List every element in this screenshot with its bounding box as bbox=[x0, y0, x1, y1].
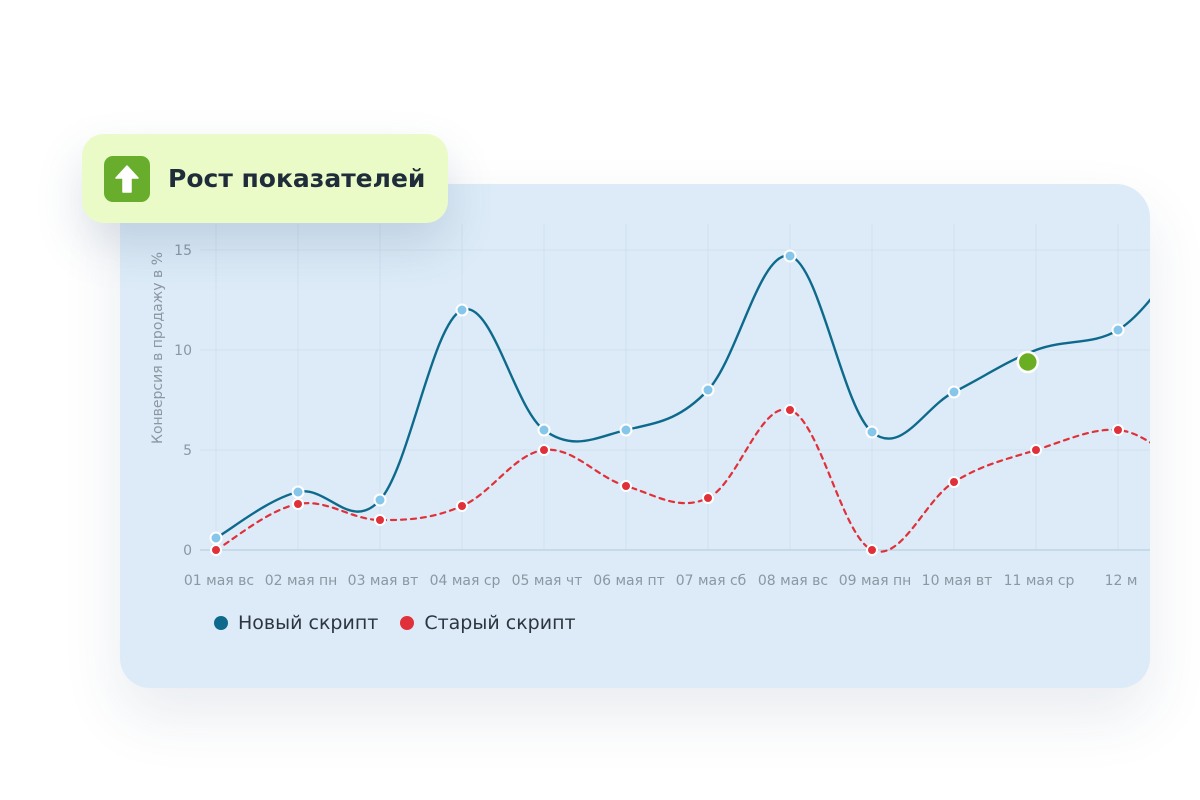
growth-badge: Рост показателей bbox=[82, 134, 448, 223]
y-tick-label: 0 bbox=[183, 543, 192, 559]
y-tick-label: 15 bbox=[174, 243, 192, 259]
data-point-new-script[interactable] bbox=[455, 303, 469, 317]
grid bbox=[200, 224, 1150, 551]
x-tick-label: 01 мая вс bbox=[184, 573, 254, 589]
x-tick-label: 05 мая чт bbox=[512, 573, 583, 589]
highlight-point[interactable] bbox=[1016, 350, 1040, 374]
data-point-new-script[interactable] bbox=[291, 485, 305, 499]
data-point-old-script[interactable] bbox=[620, 480, 632, 492]
data-point-new-script[interactable] bbox=[783, 249, 797, 263]
data-point-old-script[interactable] bbox=[292, 498, 304, 510]
y-tick-label: 5 bbox=[183, 443, 192, 459]
legend-item-new-script[interactable]: Новый скрипт bbox=[214, 612, 378, 634]
legend-item-old-script[interactable]: Старый скрипт bbox=[400, 612, 576, 634]
data-point-new-script[interactable] bbox=[1111, 323, 1125, 337]
data-point-old-script[interactable] bbox=[1030, 444, 1042, 456]
axes: 0 5 10 15 01 мая вс 02 мая пн 03 мая вт 04 мая … bbox=[174, 243, 1137, 589]
x-tick-label: 03 мая вт bbox=[348, 573, 419, 589]
x-tick-label: 02 мая пн bbox=[265, 573, 338, 589]
x-tick-label: 09 мая пн bbox=[839, 573, 912, 589]
data-point-old-script[interactable] bbox=[866, 544, 878, 556]
badge-title: Рост показателей bbox=[168, 164, 426, 193]
data-point-old-script[interactable] bbox=[1112, 424, 1124, 436]
data-point-old-script[interactable] bbox=[456, 500, 468, 512]
arrow-up-icon bbox=[104, 155, 150, 202]
legend-marker bbox=[214, 616, 228, 630]
data-point-new-script[interactable] bbox=[947, 385, 961, 399]
data-point-new-script[interactable] bbox=[537, 423, 551, 437]
x-tick-label: 10 мая вт bbox=[922, 573, 993, 589]
series-line-old-script bbox=[214, 408, 1150, 553]
x-tick-label: 08 мая вс bbox=[758, 573, 828, 589]
legend-label: Новый скрипт bbox=[238, 612, 379, 634]
data-point-old-script[interactable] bbox=[784, 404, 796, 416]
data-point-old-script[interactable] bbox=[948, 476, 960, 488]
line-chart: 0 5 10 15 01 мая вс 02 мая пн 03 мая вт 04 мая … bbox=[150, 224, 1150, 589]
x-tick-label: 11 мая ср bbox=[1004, 573, 1075, 589]
data-point-new-script[interactable] bbox=[865, 425, 879, 439]
data-point-old-script[interactable] bbox=[702, 492, 714, 504]
data-point-old-script[interactable] bbox=[538, 444, 550, 456]
data-point-old-script[interactable] bbox=[210, 544, 222, 556]
x-tick-label: 07 мая сб bbox=[676, 573, 747, 589]
legend-marker bbox=[400, 616, 415, 630]
data-point-new-script[interactable] bbox=[701, 383, 715, 397]
x-tick-label: 06 мая пт bbox=[593, 573, 665, 589]
series-line-new-script bbox=[214, 254, 1150, 540]
y-tick-label: 10 bbox=[174, 343, 192, 359]
chart-card: 0 5 10 15 01 мая вс 02 мая пн 03 мая вт 04 мая … bbox=[120, 184, 1150, 688]
y-axis-label: Конверсия в продажу в % bbox=[150, 252, 166, 444]
data-point-new-script[interactable] bbox=[619, 423, 633, 437]
series bbox=[209, 249, 1150, 556]
data-point-new-script[interactable] bbox=[209, 531, 223, 545]
data-point-old-script[interactable] bbox=[374, 514, 386, 526]
x-tick-label: 04 мая ср bbox=[430, 573, 501, 589]
legend-label: Старый скрипт bbox=[424, 612, 576, 634]
x-tick-label: 12 м bbox=[1105, 573, 1138, 589]
legend: Новый скрипт Старый скрипт bbox=[214, 612, 576, 634]
data-point-new-script[interactable] bbox=[373, 493, 387, 507]
